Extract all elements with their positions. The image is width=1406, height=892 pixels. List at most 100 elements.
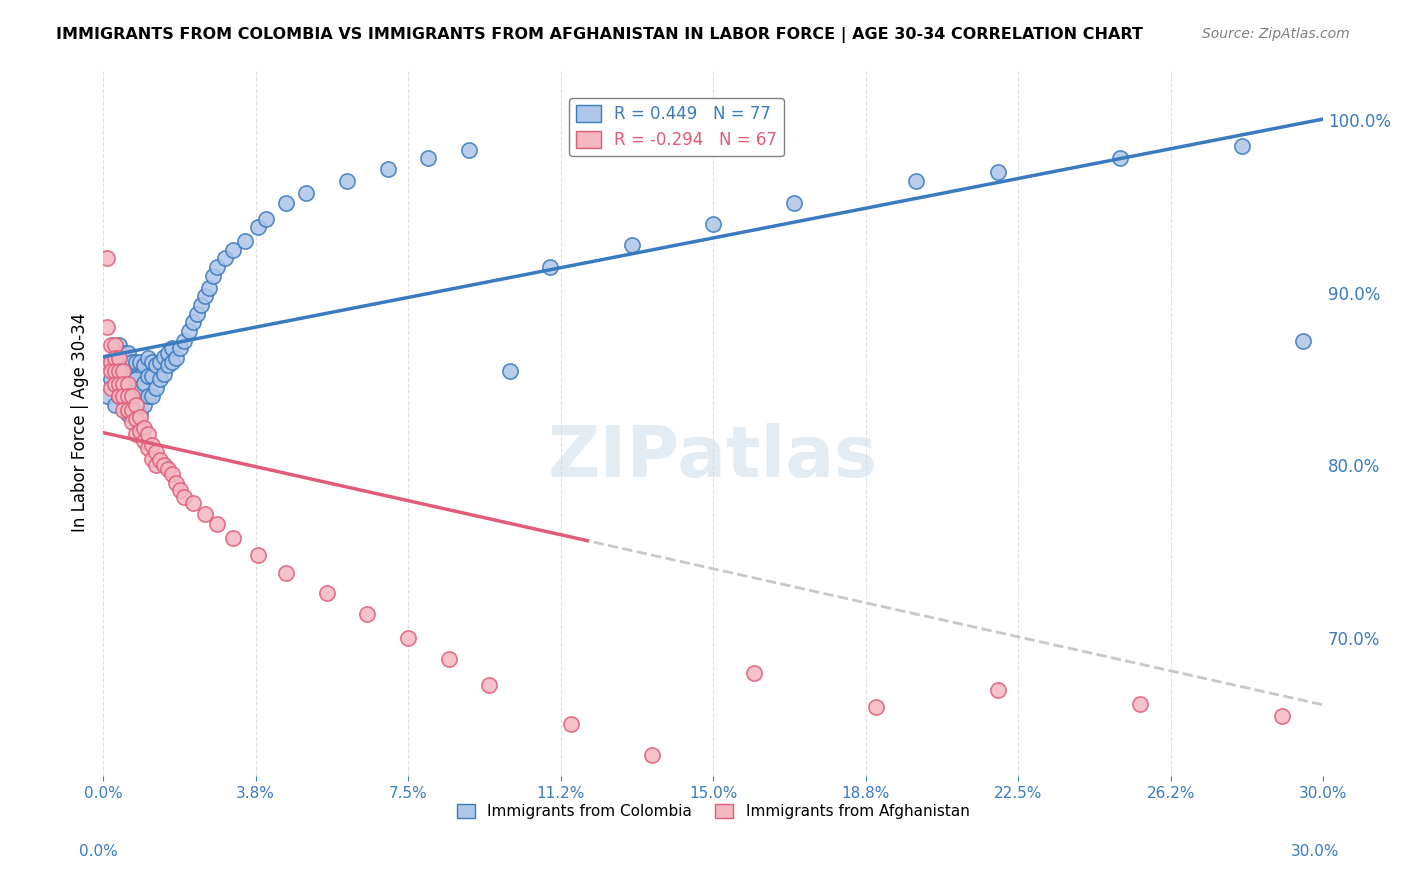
Point xyxy=(162,467,184,482)
Point xyxy=(108,377,131,392)
Point xyxy=(149,372,172,386)
Point xyxy=(153,367,176,381)
Point xyxy=(205,517,228,532)
Point xyxy=(214,252,236,266)
Point xyxy=(100,363,122,377)
Point xyxy=(141,389,163,403)
Point xyxy=(121,389,143,403)
Point xyxy=(117,346,139,360)
Point xyxy=(104,355,127,369)
Point xyxy=(987,165,1010,179)
Point xyxy=(124,389,146,403)
Point xyxy=(162,341,184,355)
Point xyxy=(112,346,135,360)
Point xyxy=(905,174,928,188)
Point xyxy=(356,607,378,621)
Point xyxy=(276,566,298,580)
Point xyxy=(108,389,131,403)
Text: ZIPatlas: ZIPatlas xyxy=(548,423,879,492)
Point xyxy=(190,298,212,312)
Point xyxy=(117,381,139,395)
Point xyxy=(128,381,150,395)
Point xyxy=(181,315,204,329)
Point xyxy=(145,359,167,373)
Text: IMMIGRANTS FROM COLOMBIA VS IMMIGRANTS FROM AFGHANISTAN IN LABOR FORCE | AGE 30-: IMMIGRANTS FROM COLOMBIA VS IMMIGRANTS F… xyxy=(56,27,1143,43)
Point xyxy=(478,678,501,692)
Point xyxy=(169,483,191,497)
Point xyxy=(1393,726,1406,740)
Point xyxy=(641,748,664,763)
Point xyxy=(458,143,481,157)
Point xyxy=(153,458,176,473)
Point xyxy=(121,407,143,421)
Point xyxy=(246,548,269,562)
Point xyxy=(96,389,118,403)
Point xyxy=(1129,697,1152,711)
Point xyxy=(112,389,135,403)
Point xyxy=(194,507,217,521)
Point xyxy=(145,458,167,473)
Point xyxy=(136,368,159,383)
Point xyxy=(165,351,187,366)
Point xyxy=(136,389,159,403)
Point xyxy=(117,377,139,392)
Point xyxy=(194,289,217,303)
Point xyxy=(96,320,118,334)
Point xyxy=(165,475,187,490)
Point xyxy=(1230,139,1253,153)
Legend: Immigrants from Colombia, Immigrants from Afghanistan: Immigrants from Colombia, Immigrants fro… xyxy=(451,797,976,825)
Point xyxy=(141,438,163,452)
Point xyxy=(132,420,155,434)
Point xyxy=(1292,334,1315,349)
Point xyxy=(121,355,143,369)
Point xyxy=(141,355,163,369)
Point xyxy=(108,363,131,377)
Point xyxy=(141,451,163,466)
Point xyxy=(315,586,337,600)
Point xyxy=(124,355,146,369)
Point xyxy=(132,359,155,373)
Point xyxy=(162,355,184,369)
Point xyxy=(121,403,143,417)
Point xyxy=(108,363,131,377)
Point xyxy=(124,427,146,442)
Point xyxy=(149,355,172,369)
Point xyxy=(181,496,204,510)
Point xyxy=(783,196,806,211)
Point xyxy=(145,444,167,458)
Point xyxy=(112,403,135,417)
Point xyxy=(145,381,167,395)
Point xyxy=(186,307,208,321)
Point xyxy=(173,490,195,504)
Point xyxy=(254,211,277,226)
Point xyxy=(112,363,135,377)
Point xyxy=(100,337,122,351)
Point xyxy=(560,717,582,731)
Point xyxy=(112,363,135,377)
Point xyxy=(205,260,228,274)
Point xyxy=(100,381,122,395)
Point xyxy=(104,351,127,366)
Point xyxy=(132,376,155,390)
Point xyxy=(169,341,191,355)
Point xyxy=(100,355,122,369)
Point xyxy=(742,665,765,680)
Point xyxy=(136,427,159,442)
Point xyxy=(121,415,143,429)
Point xyxy=(276,196,298,211)
Point xyxy=(121,372,143,386)
Point xyxy=(124,407,146,421)
Point xyxy=(437,652,460,666)
Point xyxy=(499,363,522,377)
Point xyxy=(177,324,200,338)
Point xyxy=(987,682,1010,697)
Point xyxy=(173,334,195,349)
Point xyxy=(540,260,562,274)
Point xyxy=(104,363,127,377)
Point xyxy=(108,351,131,366)
Point xyxy=(117,389,139,403)
Point xyxy=(100,355,122,369)
Point xyxy=(121,389,143,403)
Point xyxy=(157,359,180,373)
Point xyxy=(117,403,139,417)
